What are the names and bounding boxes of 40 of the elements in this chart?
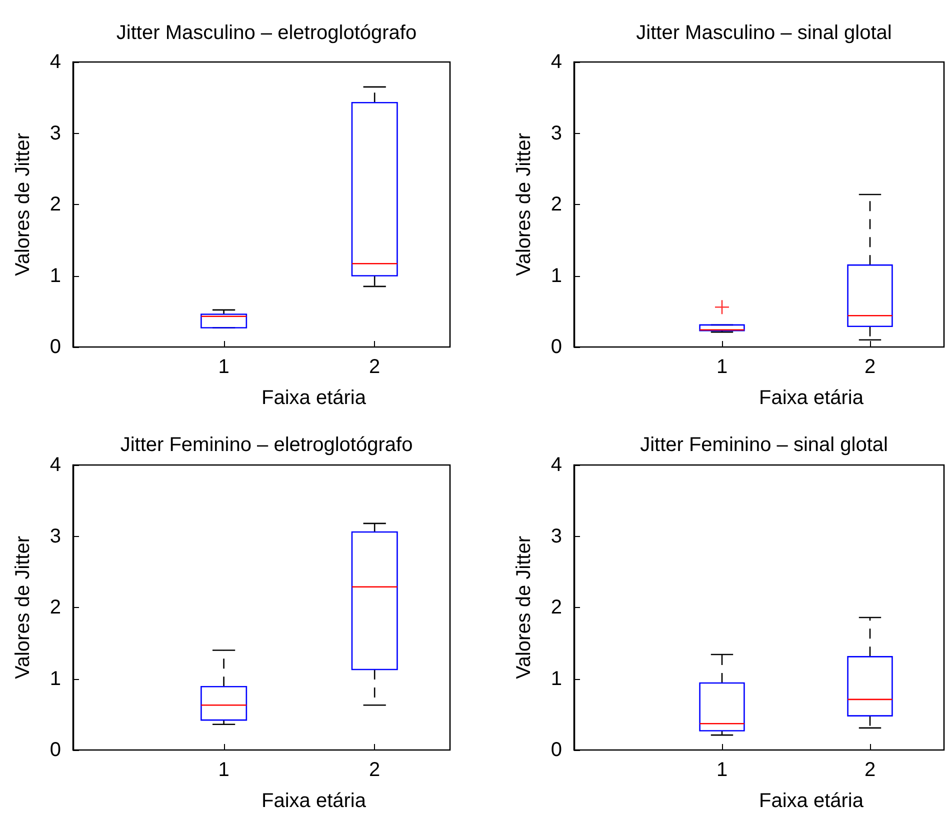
x-axis-title: Faixa etária <box>758 790 864 812</box>
chart-title: Jitter Feminino – sinal glotal <box>640 434 888 456</box>
y-tick-label: 4 <box>550 51 562 73</box>
x-axis-title: Faixa etária <box>261 790 367 812</box>
y-tick-label: 1 <box>550 264 562 287</box>
y-tick-label: 3 <box>550 525 562 548</box>
y-tick-label: 2 <box>550 596 562 618</box>
y-axis-title: Valores de Jitter <box>12 132 34 276</box>
y-tick-label: 2 <box>50 194 61 216</box>
y-tick-label: 2 <box>50 596 61 618</box>
chart-title: Jitter Masculino – eletroglotógrafo <box>116 22 417 44</box>
y-tick-label: 4 <box>50 51 61 73</box>
x-tick-label: 1 <box>218 759 230 781</box>
x-axis-title: Faixa etária <box>758 387 864 409</box>
chart-title: Jitter Feminino – eletroglotógrafo <box>120 434 413 456</box>
x-axis-title: Faixa etária <box>261 387 367 409</box>
y-tick-label: 0 <box>50 336 61 358</box>
x-tick-label: 2 <box>864 759 876 781</box>
y-tick-label: 1 <box>50 668 61 690</box>
y-axis-title: Valores de Jitter <box>12 536 34 680</box>
y-tick-label: 3 <box>550 122 562 144</box>
y-tick-label: 1 <box>550 668 562 690</box>
x-tick-label: 2 <box>864 356 876 378</box>
y-axis-title: Valores de Jitter <box>513 132 535 276</box>
y-tick-label: 0 <box>50 739 61 761</box>
y-tick-label: 2 <box>550 194 562 216</box>
y-tick-label: 4 <box>550 454 562 476</box>
y-tick-label: 3 <box>50 525 61 548</box>
y-tick-label: 4 <box>50 454 61 476</box>
x-tick-label: 1 <box>716 356 728 378</box>
x-tick-label: 2 <box>369 759 380 781</box>
y-tick-label: 0 <box>550 739 562 761</box>
chart-title: Jitter Masculino – sinal glotal <box>636 22 892 44</box>
y-tick-label: 3 <box>50 122 61 144</box>
y-axis-title: Valores de Jitter <box>513 536 535 680</box>
x-tick-label: 2 <box>369 356 380 378</box>
y-tick-label: 1 <box>50 264 61 287</box>
y-tick-label: 0 <box>550 336 562 358</box>
x-tick-label: 1 <box>716 759 728 781</box>
x-tick-label: 1 <box>218 356 230 378</box>
